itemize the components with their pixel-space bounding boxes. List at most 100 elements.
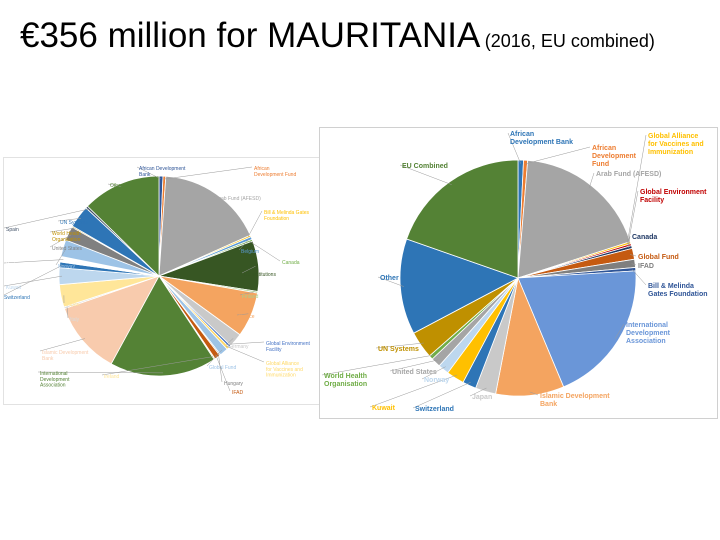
- slice-label-world-health-organisation: World Health Organisation: [324, 373, 367, 388]
- leader-line-eu-combined: [399, 164, 452, 185]
- slice-label-eu-combined: EU Combined: [402, 163, 448, 170]
- slice-label-arab-fund-afesd: Arab Fund (AFESD): [216, 196, 261, 202]
- slice-label-norway: Norway: [58, 264, 75, 270]
- slice-label-international-development-association: International Development Association: [626, 322, 671, 345]
- slice-label-canada: Canada: [282, 260, 300, 266]
- slice-label-canada: Canada: [632, 234, 657, 241]
- leader-line-belgium: [238, 239, 249, 251]
- leader-line-united-states: [49, 234, 72, 248]
- slice-label-hungary: Hungary: [224, 381, 243, 387]
- leader-line-eu-institutions: [241, 265, 256, 274]
- leader-line-global-environment-facility: [227, 341, 265, 345]
- slice-label-african-development-bank: African Development Bank: [139, 166, 186, 178]
- slice-label-arab-fund-afesd: Arab Fund (AFESD): [596, 171, 661, 178]
- slice-label-united-states: United States: [392, 369, 437, 376]
- leader-line-norway: [421, 366, 446, 380]
- slice-label-united-states: United States: [52, 246, 83, 252]
- leader-line-african-development-bank: [136, 166, 162, 180]
- pie-slice-international-development-association: [110, 275, 215, 377]
- slice-label-belgium: Belgium: [241, 249, 259, 255]
- leader-line-norway: [55, 248, 67, 266]
- slice-label-international-development-association: International Development Association: [40, 371, 70, 389]
- leader-line-ifad: [631, 263, 637, 266]
- leader-line-switzerland: [4, 264, 63, 296]
- slice-label-world-health-organisation: World Health Organisation: [52, 231, 81, 243]
- leader-line-united-states: [389, 359, 439, 372]
- slice-label-global-fund: Global Fund: [638, 254, 679, 261]
- leader-line-un-systems: [57, 218, 82, 222]
- slice-label-norway: Norway: [424, 377, 449, 384]
- leader-line-switzerland: [412, 381, 471, 409]
- leader-line-bill-melinda-gates-foundation: [631, 269, 647, 286]
- left-pie-chart: African Development Bank African Developmen…: [4, 166, 311, 396]
- pie-slice-other: [399, 238, 519, 334]
- slide-title: €356 million for MAURITANIA (2016, EU co…: [20, 16, 655, 56]
- slice-label-kuwait: Kuwait: [6, 285, 22, 291]
- leader-line-african-development-fund: [525, 146, 591, 165]
- leader-line-other: [107, 183, 122, 187]
- slice-label-african-development-bank: African Development Bank: [510, 131, 573, 146]
- right-pie-chart-panel: African Development Bank African Developmen…: [319, 127, 718, 419]
- leader-line-global-alliance-for-vaccines-and-immunization: [626, 134, 647, 244]
- slice-label-islamic-development-bank: Islamic Development Bank: [540, 393, 610, 408]
- leader-line-germany: [225, 338, 234, 346]
- pie-slice-other: [86, 175, 160, 277]
- slice-label-eu-institutions: EU institutions: [244, 272, 276, 278]
- leader-line-global-alliance-for-vaccines-and-immunization: [226, 345, 265, 363]
- left-pie-chart-panel: African Development Bank African Developmen…: [3, 157, 320, 405]
- title-subtitle: (2016, EU combined): [484, 31, 655, 51]
- slice-label-ifad: IFAD: [638, 263, 654, 270]
- slice-label-spain: Spain: [6, 227, 19, 233]
- leader-line-bill-melinda-gates-foundation: [247, 210, 263, 238]
- slice-label-portugal: Portugal: [6, 262, 25, 268]
- leader-line-kuwait: [369, 374, 458, 408]
- slice-label-global-environment-facility: Global Environment Facility: [266, 341, 311, 353]
- slice-label-germany: Germany: [228, 344, 249, 350]
- slice-label-other: Other: [380, 275, 399, 282]
- slice-label-un-systems: UN Systems: [60, 220, 88, 226]
- pie-slice-eu-combined: [406, 159, 519, 279]
- slice-label-other: Other: [110, 183, 123, 189]
- leader-line-spain: [4, 208, 89, 229]
- slice-label-france: France: [239, 314, 255, 320]
- slice-label-japan: Japan: [472, 394, 492, 401]
- leader-line-ifad: [215, 354, 231, 392]
- leader-line-portugal: [4, 259, 64, 264]
- leader-line-other: [377, 276, 404, 287]
- slice-label-italy: Italy: [70, 317, 80, 323]
- leader-line-ireland: [101, 356, 213, 376]
- leader-line-global-fund: [206, 349, 223, 367]
- slice-label-kuwait: Kuwait: [372, 405, 396, 412]
- slice-label-global-alliance-for-vaccines-and-immunization: Global Alliance for Vaccines and Immunizat…: [648, 133, 704, 156]
- leader-line-un-systems: [375, 342, 424, 349]
- leader-line-african-development-bank: [507, 132, 521, 164]
- slice-label-bill-melinda-gates-foundation: Bill & Melinda Gates Foundation: [648, 283, 708, 298]
- pie-slice-arab-fund-afesd: [158, 175, 251, 277]
- slice-label-african-development-fund: African Development Fund: [254, 166, 296, 178]
- slice-label-global-environment-facility: Global Environment Facility: [640, 189, 707, 204]
- leader-line-international-development-association: [37, 371, 164, 374]
- slice-label-african-development-fund: African Development Fund: [592, 145, 637, 168]
- leader-line-canada: [249, 241, 281, 262]
- leader-line-global-fund: [629, 254, 637, 257]
- leader-line-global-environment-facility: [627, 190, 639, 246]
- leader-line-italy: [66, 306, 69, 319]
- slice-label-finland: Finland: [242, 294, 259, 300]
- leader-line-kuwait: [4, 275, 63, 287]
- leader-line-arab-fund-afesd: [588, 172, 595, 189]
- leader-line-arab-fund-afesd: [213, 196, 215, 198]
- leader-line-world-health-organisation: [321, 354, 434, 376]
- right-pie-chart: African Development Bank African Developmen…: [321, 131, 708, 413]
- slice-label-islamic-development-bank: Islamic Development Bank: [42, 350, 89, 362]
- leader-line-france: [236, 313, 249, 316]
- slice-label-bill-melinda-gates-foundation: Bill & Melinda Gates Foundation: [264, 210, 310, 222]
- leader-line-world-health-organisation: [49, 227, 75, 233]
- leader-line-international-development-association: [614, 323, 625, 339]
- leader-line-canada: [628, 235, 631, 248]
- slice-label-switzerland: Switzerland: [4, 295, 30, 301]
- pie-slice-arab-fund-afesd: [517, 159, 631, 279]
- leader-line-finland: [239, 291, 255, 296]
- slice-label-ifad: IFAD: [232, 390, 244, 396]
- slice-label-un-systems: UN Systems: [378, 346, 419, 353]
- leader-line-islamic-development-bank: [39, 338, 85, 352]
